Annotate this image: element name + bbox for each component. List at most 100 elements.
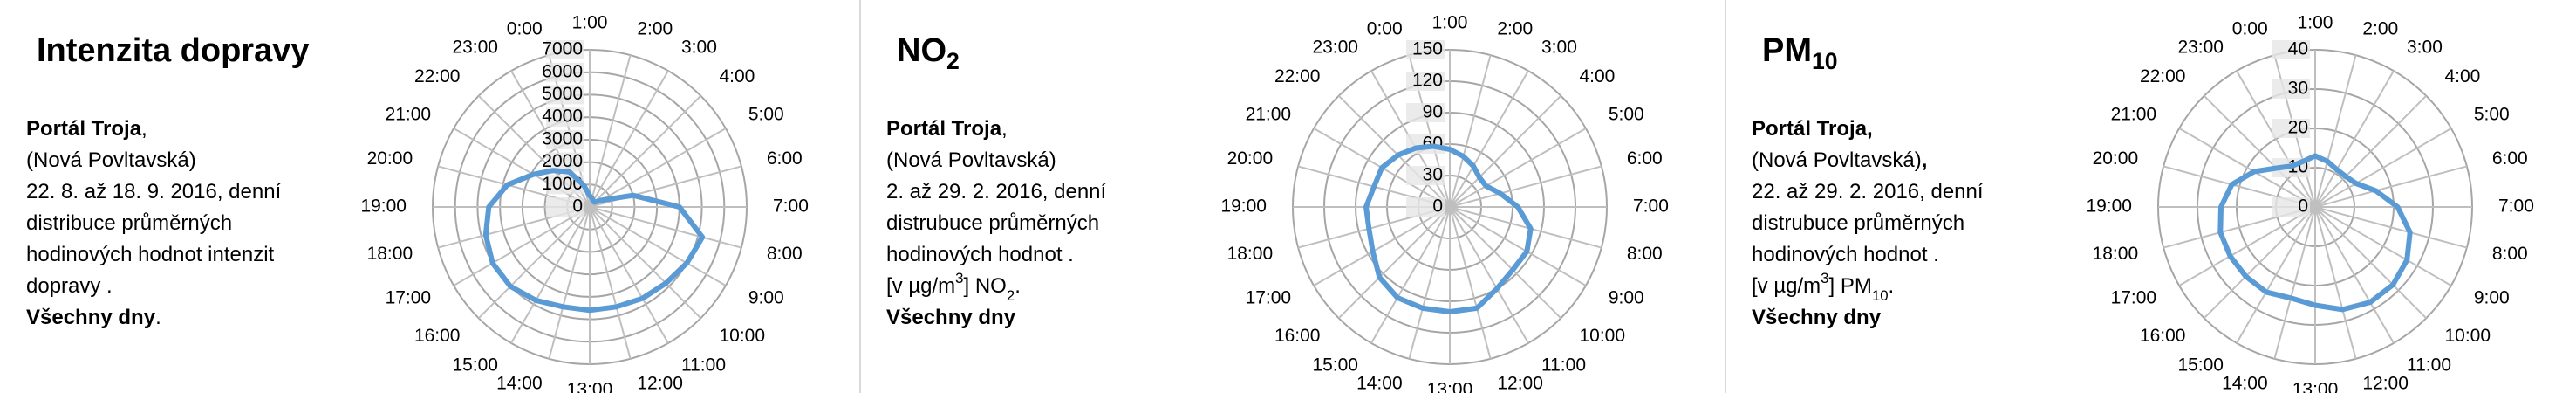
category-label: 21:00: [1246, 105, 1292, 125]
description-line-segment: .: [1015, 274, 1021, 298]
description-line-segment: (Nová Povltavská): [1752, 148, 1922, 172]
description-line-segment: [v µg/m: [1752, 274, 1821, 298]
category-label: 23:00: [452, 38, 498, 58]
spoke: [2236, 206, 2316, 344]
description-line: (Nová Povltavská): [26, 148, 196, 172]
spoke: [2314, 206, 2452, 286]
description-line: hodinových hodnot .: [886, 243, 1074, 266]
category-label: 16:00: [1274, 326, 1321, 346]
description-line-segment: ,: [141, 117, 147, 141]
spoke: [1370, 206, 1451, 344]
spoke: [2314, 128, 2452, 208]
category-label: 17:00: [1246, 288, 1292, 308]
category-label: 4:00: [1579, 66, 1615, 86]
category-label: 22:00: [1274, 66, 1321, 86]
category-label: 9:00: [748, 288, 784, 308]
category-label: 17:00: [2111, 288, 2157, 308]
series-line: [2217, 153, 2413, 313]
category-label: 20:00: [2093, 148, 2139, 169]
category-label: 16:00: [2140, 326, 2186, 346]
description-line: Portál Troja,: [26, 117, 147, 141]
spoke: [2236, 70, 2316, 208]
spoke: [2273, 206, 2316, 360]
description-line: 2. až 29. 2. 2016, denní: [886, 180, 1107, 203]
tick-label-bg: [2272, 40, 2310, 59]
category-label: 7:00: [1633, 196, 1669, 217]
description-line-segment: Všechny dny: [1752, 306, 1882, 329]
description-line: distribuce průměrných: [26, 211, 232, 235]
tick-label: 4000: [542, 107, 583, 127]
category-label: 18:00: [2093, 244, 2139, 264]
category-label: 19:00: [1220, 196, 1267, 217]
description-line-segment: hodinových hodnot .: [1752, 243, 1939, 266]
spoke: [478, 206, 591, 319]
tick-label-bg: [1406, 166, 1445, 185]
spoke: [1449, 128, 1587, 208]
category-label: 12:00: [2362, 373, 2409, 393]
category-label: 3:00: [681, 38, 717, 58]
tick-label-bg: [546, 129, 584, 149]
spoke: [1313, 206, 1451, 286]
tick-label-bg: [1406, 40, 1445, 59]
spoke: [2314, 54, 2357, 208]
category-label: 7:00: [773, 196, 809, 217]
category-label: 5:00: [1609, 105, 1644, 125]
tick-label: 120: [1412, 71, 1443, 91]
category-label: 14:00: [1356, 373, 1403, 393]
radar-panel: Intenzita dopravy Portál Troja, (Nová Povl…: [26, 13, 809, 393]
category-label: 18:00: [367, 244, 413, 264]
category-label: 4:00: [719, 66, 755, 86]
spoke: [2314, 206, 2395, 344]
description-line: [v µg/m3] NO2.: [886, 270, 1021, 304]
description-line-segment: Všechny dny: [26, 306, 156, 329]
tick-label-bg: [2272, 197, 2310, 217]
category-label: 5:00: [748, 105, 784, 125]
spoke: [1449, 206, 1529, 344]
category-label: 8:00: [1627, 244, 1663, 264]
tick-label-bg: [546, 85, 584, 105]
description-line-segment: (Nová Povltavská): [886, 148, 1056, 172]
category-label: 0:00: [2232, 19, 2268, 39]
spoke: [2314, 206, 2357, 360]
spoke: [1449, 206, 1492, 360]
description-line-segment: Portál Troja: [886, 117, 1002, 141]
category-label: 13:00: [2292, 380, 2339, 393]
spoke: [510, 206, 591, 344]
category-label: 0:00: [1367, 19, 1403, 39]
spoke: [1449, 95, 1561, 208]
category-label: 14:00: [496, 373, 543, 393]
chart-title: NO2: [897, 32, 960, 74]
category-label: 1:00: [2298, 13, 2333, 33]
description-line-segment: distrubuce průměrných: [886, 211, 1099, 235]
tick-label: 0: [2298, 196, 2308, 217]
description-line: distrubuce průměrných: [886, 211, 1099, 235]
category-label: 0:00: [507, 19, 543, 39]
category-label: 6:00: [1627, 148, 1663, 169]
category-label: 22:00: [414, 66, 461, 86]
spoke: [1449, 165, 1602, 208]
tick-label-bg: [2272, 79, 2310, 99]
description-line-segment: 3: [1821, 270, 1828, 286]
tick-label: 90: [1423, 102, 1443, 122]
category-label: 1:00: [1432, 13, 1468, 33]
chart-title-segment: 2: [946, 48, 960, 74]
spoke: [2204, 206, 2316, 319]
spoke: [2314, 165, 2468, 208]
description-line: Portál Troja,: [1752, 117, 1873, 141]
chart-title-segment: NO: [897, 32, 946, 69]
radar-panel: NO2 Portál Troja, (Nová Povltavská) 2. až 2…: [886, 13, 1669, 393]
description-line: Portál Troja,: [886, 117, 1008, 141]
spoke: [1338, 95, 1451, 208]
tick-label-bg: [546, 40, 584, 59]
tick-label-bg: [1406, 72, 1445, 91]
category-label: 23:00: [1312, 38, 1358, 58]
spoke: [1449, 54, 1492, 208]
description-line: Všechny dny: [886, 306, 1016, 329]
spoke: [589, 95, 701, 208]
category-label: 2:00: [2362, 19, 2398, 39]
spoke: [589, 206, 727, 286]
tick-label-bg: [546, 197, 584, 217]
series-line: [1363, 143, 1534, 314]
